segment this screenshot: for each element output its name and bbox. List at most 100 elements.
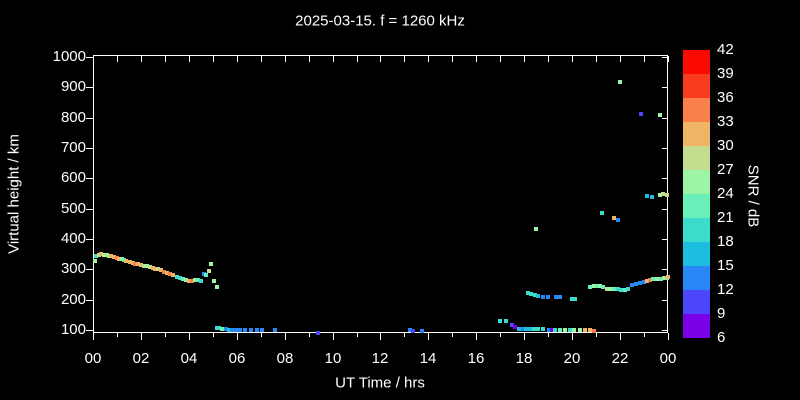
x-minor-tick xyxy=(213,333,214,337)
x-axis-title: UT Time / hrs xyxy=(335,374,425,392)
data-point xyxy=(109,254,114,259)
data-point xyxy=(165,271,170,276)
data-point xyxy=(649,194,654,199)
data-point xyxy=(150,265,155,270)
data-point xyxy=(92,259,97,264)
x-major-tick xyxy=(93,333,94,340)
data-point xyxy=(411,329,416,333)
data-point xyxy=(573,297,578,302)
x-major-tick-mirror xyxy=(476,56,477,62)
data-point xyxy=(127,260,132,265)
data-point xyxy=(651,277,656,282)
y-tick-label: 500 xyxy=(60,200,86,217)
data-point xyxy=(657,192,662,197)
x-tick-label: 18 xyxy=(515,350,533,367)
data-point xyxy=(171,273,176,278)
data-point xyxy=(158,268,163,273)
x-major-tick-mirror xyxy=(141,56,142,62)
x-major-tick xyxy=(524,333,525,340)
x-major-tick xyxy=(237,333,238,340)
colorbar-tick-label: 6 xyxy=(717,329,726,346)
data-point xyxy=(664,192,669,197)
data-point xyxy=(554,295,559,299)
y-major-tick-mirror xyxy=(662,300,667,301)
data-point xyxy=(114,255,119,260)
x-tick-label: 06 xyxy=(228,350,246,367)
x-tick-label: 22 xyxy=(611,350,629,367)
data-point xyxy=(583,328,588,333)
data-point xyxy=(622,288,627,292)
data-point xyxy=(591,284,596,289)
data-point xyxy=(611,215,616,220)
x-major-tick-mirror xyxy=(285,56,286,62)
y-major-tick-mirror xyxy=(662,209,667,210)
data-point xyxy=(558,328,562,333)
x-major-tick xyxy=(476,333,477,340)
colorbar-segment xyxy=(683,146,710,170)
y-major-tick xyxy=(86,178,93,179)
y-tick-label: 300 xyxy=(60,260,86,277)
data-point xyxy=(233,327,238,332)
data-point xyxy=(546,295,550,299)
data-point xyxy=(206,269,211,274)
data-point xyxy=(658,276,663,281)
x-minor-tick xyxy=(404,333,405,337)
data-point xyxy=(592,328,597,333)
data-point xyxy=(214,326,219,330)
data-point xyxy=(531,326,536,331)
data-point xyxy=(558,295,562,300)
data-point xyxy=(498,319,503,323)
x-tick-label: 20 xyxy=(563,350,581,367)
data-point xyxy=(504,319,509,324)
x-tick-label: 08 xyxy=(276,350,294,367)
x-major-tick-mirror xyxy=(333,56,334,62)
data-point xyxy=(229,327,234,332)
y-major-tick-mirror xyxy=(662,239,667,240)
data-point xyxy=(553,327,558,332)
data-point xyxy=(513,324,518,329)
x-minor-tick-mirror xyxy=(117,56,118,62)
data-point xyxy=(204,272,209,277)
data-point xyxy=(665,275,670,279)
data-point xyxy=(570,296,574,301)
data-point xyxy=(316,330,320,335)
data-point xyxy=(112,255,117,259)
data-point xyxy=(629,282,634,287)
x-minor-tick-mirror xyxy=(644,56,645,62)
x-minor-tick xyxy=(596,333,597,337)
data-point xyxy=(648,278,653,282)
data-point xyxy=(142,263,147,268)
colorbar-tick-label: 12 xyxy=(717,281,734,298)
data-point xyxy=(510,322,515,327)
data-point xyxy=(536,326,541,331)
x-minor-tick-mirror xyxy=(309,56,310,62)
x-major-tick-mirror xyxy=(189,56,190,62)
data-point xyxy=(254,327,259,332)
x-minor-tick-mirror xyxy=(165,56,166,62)
y-major-tick-mirror xyxy=(662,178,667,179)
data-point xyxy=(549,328,554,333)
data-point xyxy=(532,292,537,297)
colorbar-segment xyxy=(683,122,710,146)
data-point xyxy=(420,328,425,333)
x-minor-tick-mirror xyxy=(357,56,358,62)
data-point xyxy=(524,326,529,331)
data-point xyxy=(661,192,665,197)
x-major-tick xyxy=(285,333,286,340)
data-point xyxy=(211,278,216,283)
data-point xyxy=(183,278,188,282)
y-major-tick xyxy=(86,148,93,149)
data-point xyxy=(133,262,138,266)
y-tick-label: 700 xyxy=(60,139,86,156)
data-point xyxy=(99,252,104,257)
plot-area xyxy=(92,55,670,335)
x-major-tick-mirror xyxy=(428,56,429,62)
data-point xyxy=(156,267,161,272)
data-point xyxy=(645,278,650,283)
colorbar-tick-label: 21 xyxy=(717,209,734,226)
data-point xyxy=(102,252,107,257)
x-minor-tick xyxy=(452,333,453,337)
data-point xyxy=(529,292,534,296)
colorbar-tick-label: 9 xyxy=(717,305,726,322)
